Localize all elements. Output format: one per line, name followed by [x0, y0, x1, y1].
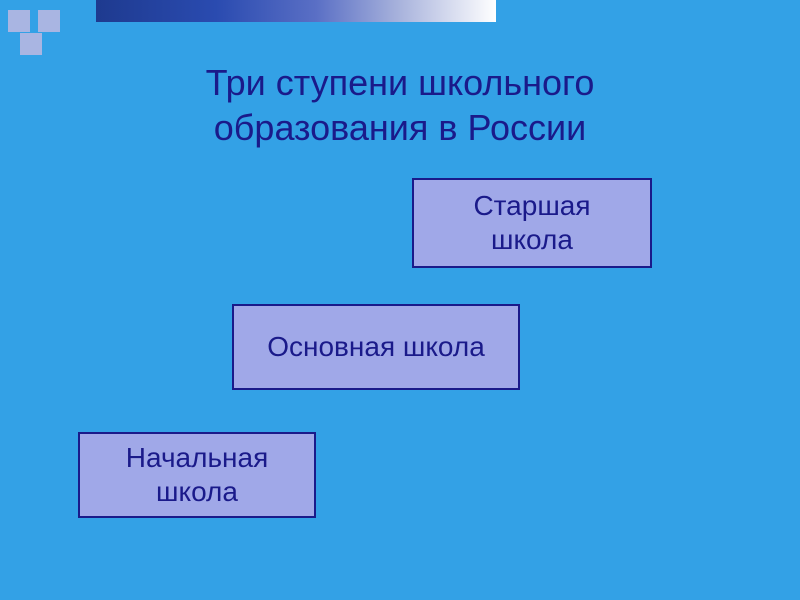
bar-segment-gradient — [96, 0, 496, 22]
slide-title: Три ступени школьногообразования в Росси… — [0, 60, 800, 150]
stage-label: Основная школа — [267, 330, 485, 364]
bar-segment-right — [496, 0, 800, 22]
top-gradient-bar — [0, 0, 800, 22]
stage-box-senior: Старшаяшкола — [412, 178, 652, 268]
square-icon — [8, 10, 30, 32]
stage-label: Начальнаяшкола — [126, 441, 268, 508]
stage-label: Старшаяшкола — [473, 189, 590, 256]
stage-box-main: Основная школа — [232, 304, 520, 390]
square-icon — [38, 10, 60, 32]
square-icon — [20, 33, 42, 55]
decorative-squares — [0, 16, 90, 56]
stage-box-primary: Начальнаяшкола — [78, 432, 316, 518]
